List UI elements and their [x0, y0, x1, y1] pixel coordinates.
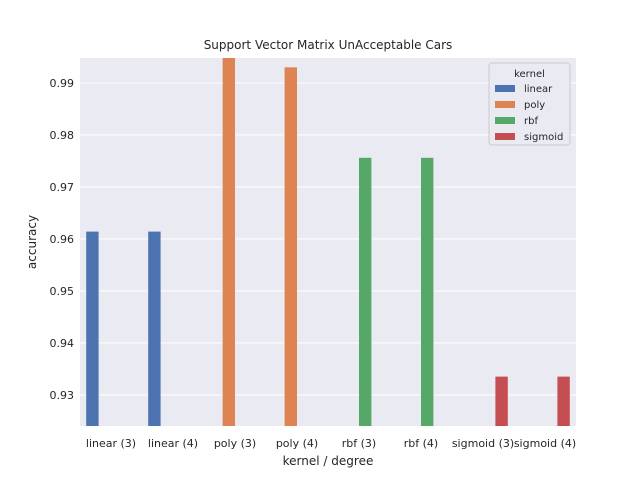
- legend-items: linear poly rbf sigmoid: [495, 84, 563, 143]
- legend-label-poly: poly: [524, 100, 545, 111]
- bar-linear: [148, 231, 161, 426]
- bar-poly: [284, 67, 297, 427]
- legend-label-sigmoid: sigmoid: [524, 132, 563, 143]
- legend-label-rbf: rbf: [524, 116, 538, 127]
- bar-sigmoid: [557, 376, 570, 426]
- x-tick-label: sigmoid (4): [514, 437, 576, 450]
- x-tick-label: poly (4): [276, 437, 318, 450]
- legend-swatch-sigmoid: [495, 133, 515, 140]
- x-axis-label: kernel / degree: [283, 454, 374, 468]
- legend: kernel linear poly rbf sigmoid: [488, 62, 571, 146]
- x-tick-label: sigmoid (3): [452, 437, 514, 450]
- y-axis-label: accuracy: [25, 215, 39, 269]
- bar-rbf: [421, 157, 434, 426]
- y-tick-label: 0.93: [50, 389, 75, 402]
- x-tick-label: linear (3): [86, 437, 136, 450]
- bars: [86, 58, 570, 427]
- legend-title: kernel: [514, 69, 545, 80]
- x-ticks: linear (3) linear (4) poly (3) poly (4) rbf …: [86, 437, 576, 450]
- y-tick-label: 0.98: [50, 129, 75, 142]
- legend-swatch-linear: [495, 85, 515, 92]
- x-tick-label: rbf (3): [342, 437, 376, 450]
- legend-label-linear: linear: [524, 84, 553, 95]
- bar-linear: [86, 231, 99, 426]
- legend-swatch-rbf: [495, 117, 515, 124]
- legend-swatch-poly: [495, 101, 515, 108]
- y-tick-label: 0.95: [50, 285, 75, 298]
- bar-sigmoid: [495, 376, 508, 426]
- bar-poly: [222, 58, 235, 426]
- x-tick-label: linear (4): [148, 437, 198, 450]
- bar-rbf: [359, 157, 372, 426]
- y-tick-label: 0.96: [50, 233, 75, 246]
- x-tick-label: poly (3): [214, 437, 256, 450]
- y-tick-label: 0.99: [50, 77, 75, 90]
- x-tick-label: rbf (4): [404, 437, 438, 450]
- y-tick-label: 0.97: [50, 181, 75, 194]
- y-tick-label: 0.94: [50, 337, 75, 350]
- legend-box: [488, 62, 571, 146]
- y-ticks: 0.93 0.94 0.95 0.96 0.97 0.98 0.99: [50, 77, 75, 402]
- chart-title: Support Vector Matrix UnAcceptable Cars: [204, 38, 453, 52]
